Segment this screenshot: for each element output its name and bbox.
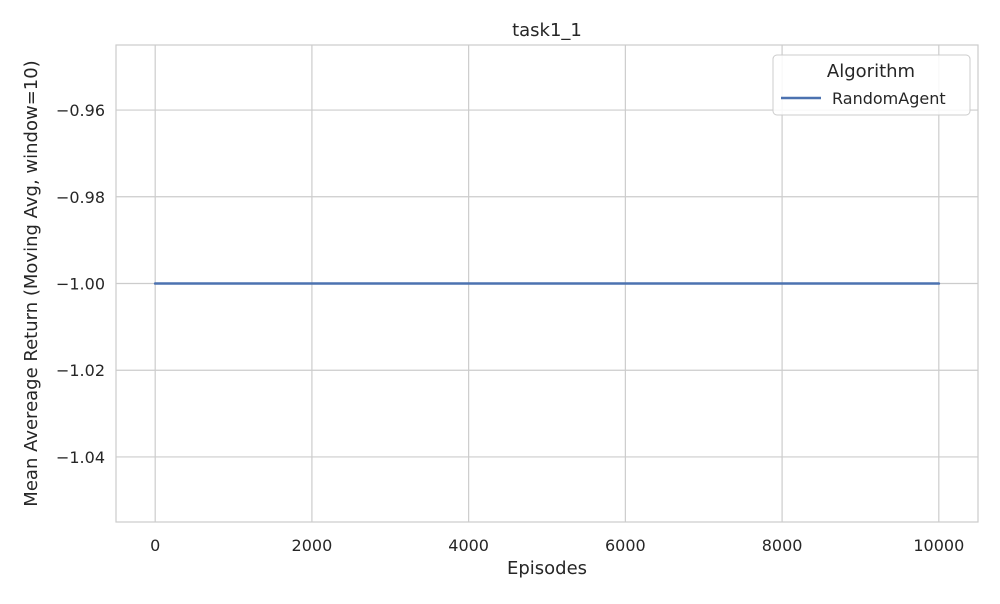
legend-box <box>772 54 971 116</box>
x-axis-ticks: 0 2000 4000 6000 8000 10000 <box>150 536 964 555</box>
y-tick-label: −1.00 <box>56 275 105 294</box>
plot-area-frame <box>115 44 979 523</box>
x-tick-label: 6000 <box>605 536 646 555</box>
legend: Algorithm RandomAgent <box>772 54 971 116</box>
x-tick-label: 0 <box>150 536 160 555</box>
x-tick-label: 4000 <box>448 536 489 555</box>
y-axis-ticks: −0.96 −0.98 −1.00 −1.02 −1.04 <box>56 101 105 467</box>
chart-title: task1_1 <box>512 20 582 41</box>
y-axis-label: Mean Avereage Return (Moving Avg, window… <box>21 60 42 506</box>
x-tick-label: 10000 <box>913 536 964 555</box>
legend-title: Algorithm <box>827 61 915 82</box>
x-axis-label: Episodes <box>507 558 587 579</box>
y-tick-label: −1.04 <box>56 448 105 467</box>
y-tick-label: −1.02 <box>56 361 105 380</box>
y-tick-label: −0.98 <box>56 188 105 207</box>
x-tick-label: 8000 <box>762 536 803 555</box>
x-tick-label: 2000 <box>292 536 333 555</box>
y-tick-label: −0.96 <box>56 101 105 120</box>
legend-label-randomagent: RandomAgent <box>832 89 946 108</box>
